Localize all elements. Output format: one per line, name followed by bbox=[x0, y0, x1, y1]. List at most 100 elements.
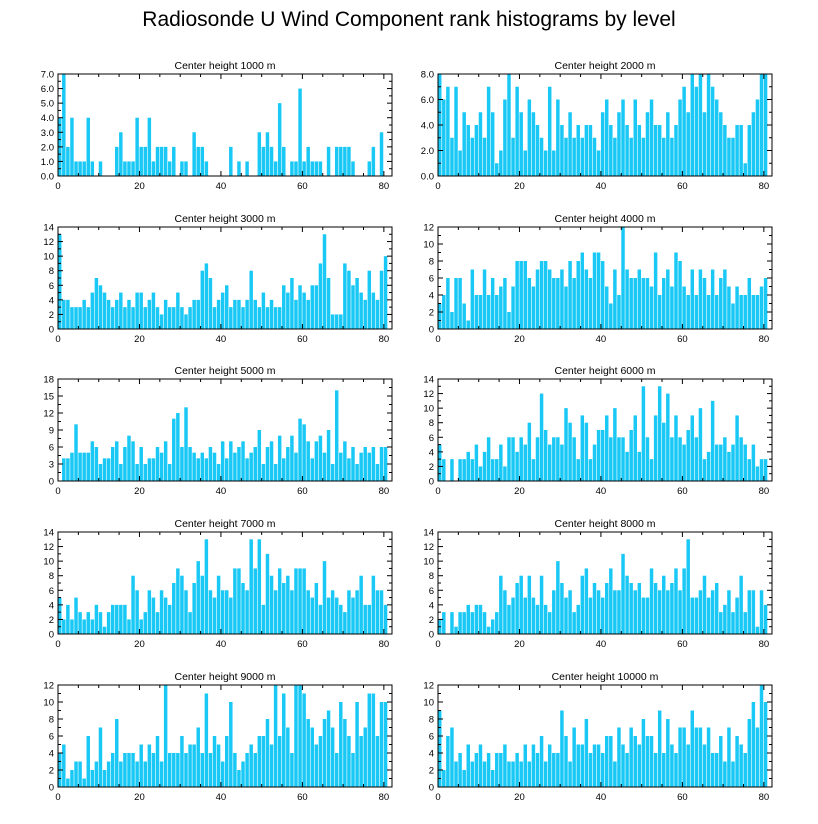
histogram-bar bbox=[666, 590, 670, 634]
histogram-bar bbox=[637, 583, 642, 634]
bars-group bbox=[438, 539, 768, 634]
histogram-bar bbox=[670, 137, 674, 176]
histogram-bar bbox=[592, 252, 597, 329]
histogram-bar bbox=[666, 112, 670, 176]
histogram-bar bbox=[474, 753, 479, 787]
histogram-bar bbox=[747, 125, 752, 176]
histogram-bar bbox=[560, 710, 564, 787]
histogram-bar bbox=[167, 753, 172, 787]
x-tick-label: 80 bbox=[379, 792, 390, 803]
histogram-bar bbox=[547, 86, 552, 176]
histogram-bar bbox=[560, 125, 564, 176]
histogram-bar bbox=[482, 761, 487, 787]
histogram-bar bbox=[657, 386, 662, 481]
histogram-bar bbox=[265, 553, 270, 634]
histogram-bar bbox=[731, 137, 735, 176]
histogram-bar bbox=[163, 597, 168, 634]
histogram-bar bbox=[233, 753, 237, 787]
histogram-bar bbox=[466, 451, 470, 481]
histogram-bar bbox=[519, 437, 523, 481]
histogram-bar bbox=[86, 736, 90, 787]
histogram-bar bbox=[282, 146, 286, 176]
histogram-bar bbox=[200, 146, 205, 176]
histogram-bar bbox=[609, 437, 613, 481]
histogram-bar bbox=[633, 278, 637, 329]
histogram-bar bbox=[326, 146, 331, 176]
histogram-bar bbox=[572, 727, 576, 787]
histogram-bar bbox=[462, 612, 466, 634]
histogram-bar bbox=[686, 430, 690, 481]
histogram-bar bbox=[446, 736, 450, 787]
y-tick-label: 6.0 bbox=[41, 84, 54, 95]
histogram-bar bbox=[450, 312, 454, 329]
histogram-bar bbox=[188, 612, 192, 634]
histogram-bar bbox=[747, 278, 752, 329]
histogram-bar bbox=[277, 435, 282, 481]
histogram-bar bbox=[241, 583, 245, 634]
histogram-bar bbox=[723, 269, 727, 329]
histogram-bar bbox=[318, 263, 323, 329]
y-tick-label: 12 bbox=[423, 542, 434, 553]
x-tick-label: 80 bbox=[759, 639, 770, 650]
histogram-bar bbox=[102, 626, 107, 634]
histogram-bar bbox=[694, 437, 699, 481]
histogram-bar bbox=[706, 727, 711, 787]
histogram-bar bbox=[273, 161, 278, 176]
histogram-bar bbox=[298, 88, 302, 176]
histogram-bar bbox=[588, 753, 593, 787]
x-tick-label: 40 bbox=[596, 181, 607, 192]
histogram-bar bbox=[621, 227, 625, 329]
histogram-bar bbox=[184, 407, 188, 481]
histogram-bar bbox=[519, 575, 523, 634]
y-tick-label: 4 bbox=[429, 749, 434, 760]
histogram-bar bbox=[495, 753, 499, 787]
histogram-bar bbox=[151, 597, 156, 634]
histogram-bar bbox=[592, 137, 597, 176]
histogram-bar bbox=[442, 459, 446, 481]
histogram-bar bbox=[674, 568, 678, 634]
histogram-bar bbox=[499, 575, 503, 634]
histogram-bar bbox=[334, 390, 339, 481]
histogram-bar bbox=[690, 415, 695, 481]
histogram-bar bbox=[653, 753, 658, 787]
histogram-bar bbox=[641, 137, 646, 176]
y-tick-label: 6 bbox=[49, 281, 54, 292]
histogram-bar bbox=[371, 447, 376, 481]
histogram-bar bbox=[751, 702, 756, 787]
histogram-bar bbox=[657, 295, 662, 329]
histogram-bar bbox=[208, 753, 213, 787]
histogram-bar bbox=[74, 761, 78, 787]
histogram-bar bbox=[229, 702, 233, 787]
histogram-bar bbox=[719, 444, 723, 481]
histogram-bar bbox=[143, 307, 148, 329]
histogram-bar bbox=[347, 458, 351, 481]
histogram-bar bbox=[629, 278, 633, 329]
x-tick-label: 20 bbox=[514, 792, 525, 803]
histogram-bar bbox=[547, 612, 552, 634]
histogram-bar bbox=[70, 117, 74, 176]
y-tick-label: 6 bbox=[49, 586, 54, 597]
histogram-bar bbox=[511, 761, 515, 787]
x-tick-label: 80 bbox=[379, 334, 390, 345]
histogram-bar bbox=[314, 285, 319, 329]
histogram-bar bbox=[499, 286, 503, 329]
histogram-bar bbox=[763, 278, 768, 329]
histogram-bar bbox=[314, 441, 319, 481]
histogram-bar bbox=[743, 444, 747, 481]
y-tick-label: 6 bbox=[429, 586, 434, 597]
histogram-bar bbox=[102, 458, 107, 481]
histogram-bar bbox=[678, 590, 682, 634]
histogram-bar bbox=[90, 441, 95, 481]
histogram-bar bbox=[478, 604, 483, 634]
histogram-bar bbox=[649, 99, 654, 176]
histogram-bar bbox=[739, 744, 743, 787]
histogram-bar bbox=[580, 415, 585, 481]
histogram-bar bbox=[310, 161, 315, 176]
histogram-bar bbox=[482, 612, 487, 634]
histogram-bar bbox=[347, 270, 351, 329]
histogram-bar bbox=[446, 278, 450, 329]
y-tick-label: 0 bbox=[49, 325, 54, 336]
